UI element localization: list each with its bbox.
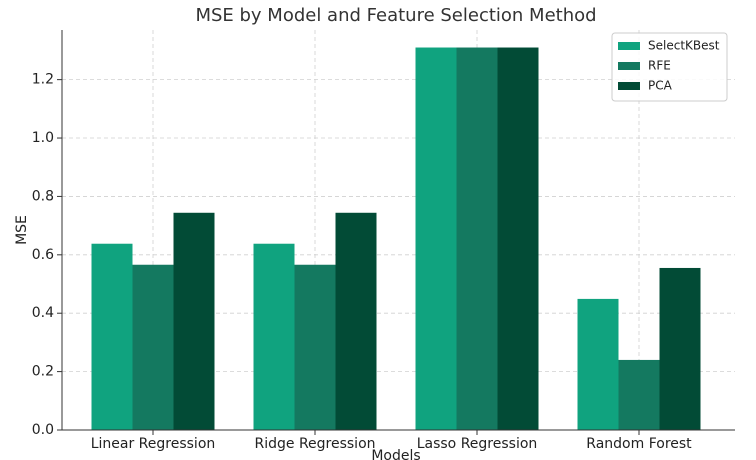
bar <box>618 359 660 430</box>
y-tick-label: 1.0 <box>32 130 54 146</box>
y-tick-label: 1.2 <box>32 72 54 88</box>
bar <box>415 47 457 430</box>
bar <box>659 267 701 430</box>
x-tick-label: Ridge Regression <box>254 436 375 452</box>
bar <box>456 47 498 430</box>
y-tick-label: 0.0 <box>32 422 54 438</box>
x-tick-label: Lasso Regression <box>417 436 538 452</box>
x-tick-label: Random Forest <box>586 436 692 452</box>
bar <box>294 264 336 430</box>
chart-title: MSE by Model and Feature Selection Metho… <box>195 5 596 26</box>
legend: SelectKBest RFE PCA <box>611 32 728 102</box>
bar <box>91 243 133 430</box>
legend-label: RFE <box>648 59 671 73</box>
legend-swatch <box>618 62 640 70</box>
bar <box>253 243 295 430</box>
x-tick-label: Linear Regression <box>91 436 216 452</box>
bar <box>335 212 377 430</box>
legend-swatch <box>618 82 640 90</box>
bar <box>132 264 174 430</box>
legend-frame <box>611 32 728 102</box>
y-tick-label: 0.4 <box>32 305 54 321</box>
y-tick-label: 0.8 <box>32 188 54 204</box>
legend-label: PCA <box>648 79 673 93</box>
bar <box>173 212 215 430</box>
bar <box>497 47 539 430</box>
y-tick-label: 0.6 <box>32 247 54 263</box>
bar <box>577 298 619 430</box>
y-axis-label: MSE <box>14 215 30 245</box>
legend-swatch <box>618 42 640 50</box>
y-tick-label: 0.2 <box>32 364 54 380</box>
legend-label: SelectKBest <box>648 39 720 53</box>
x-axis-label: Models <box>371 448 420 460</box>
